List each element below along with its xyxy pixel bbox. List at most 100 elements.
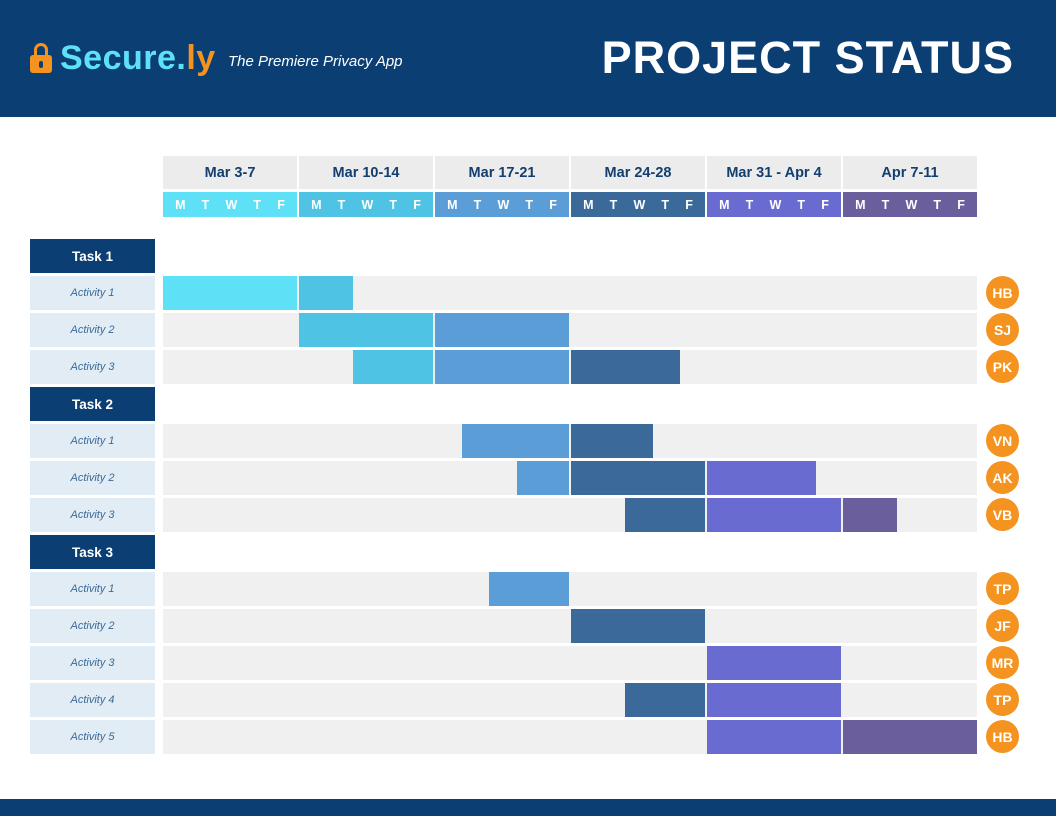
day-label: M	[447, 197, 458, 212]
gantt-bar[interactable]	[516, 461, 569, 495]
day-label: F	[277, 197, 285, 212]
brand-suffix: ly	[186, 38, 216, 77]
gantt-bar[interactable]	[163, 276, 297, 310]
owner-avatar[interactable]: JF	[986, 609, 1019, 642]
gantt-bar[interactable]	[489, 572, 569, 606]
week-header-3: Mar 17-21	[435, 156, 569, 189]
gantt-bar[interactable]	[435, 313, 569, 347]
timeline-track	[163, 572, 977, 606]
day-label: W	[361, 197, 374, 212]
activity-label: Activity 1	[30, 276, 155, 310]
activity-label: Activity 5	[30, 720, 155, 754]
day-label: M	[583, 197, 594, 212]
gantt-bar[interactable]	[462, 424, 569, 458]
day-label: T	[389, 197, 398, 212]
page-footer	[0, 799, 1056, 816]
day-label: M	[175, 197, 186, 212]
day-label: T	[253, 197, 262, 212]
owner-avatar[interactable]: MR	[986, 646, 1019, 679]
day-label: T	[473, 197, 482, 212]
task-header-2[interactable]: Task 2	[30, 387, 155, 421]
activity-label: Activity 2	[30, 609, 155, 643]
day-label: F	[685, 197, 693, 212]
brand-main: Secure.	[60, 38, 187, 77]
day-label: W	[225, 197, 238, 212]
week-header-6: Apr 7-11	[843, 156, 977, 189]
tagline: The Premiere Privacy App	[228, 53, 403, 70]
gantt-bar[interactable]	[707, 498, 841, 532]
gantt-bar[interactable]	[353, 350, 433, 384]
lock-icon	[30, 43, 52, 73]
day-label: T	[797, 197, 806, 212]
owner-avatar[interactable]: TP	[986, 572, 1019, 605]
day-label: F	[413, 197, 421, 212]
activity-label: Activity 3	[30, 646, 155, 680]
gantt-bar[interactable]	[707, 720, 841, 754]
owner-avatar[interactable]: VB	[986, 498, 1019, 531]
owner-avatar[interactable]: AK	[986, 461, 1019, 494]
activity-label: Activity 2	[30, 461, 155, 495]
gantt-bar[interactable]	[707, 646, 841, 680]
gantt-bar[interactable]	[299, 276, 354, 310]
day-label: W	[905, 197, 918, 212]
brand-logo[interactable]: Secure.ly	[30, 36, 216, 80]
day-label: T	[609, 197, 618, 212]
owner-avatar[interactable]: VN	[986, 424, 1019, 457]
day-label: M	[719, 197, 730, 212]
activity-label: Activity 1	[30, 572, 155, 606]
timeline-track	[163, 424, 977, 458]
gantt-bar[interactable]	[571, 350, 680, 384]
gantt-bar[interactable]	[299, 313, 433, 347]
day-label: T	[525, 197, 534, 212]
owner-avatar[interactable]: HB	[986, 276, 1019, 309]
timeline-track	[163, 461, 977, 495]
day-label: M	[311, 197, 322, 212]
gantt-bar[interactable]	[843, 720, 977, 754]
day-label: F	[549, 197, 557, 212]
owner-avatar[interactable]: HB	[986, 720, 1019, 753]
gantt-bar[interactable]	[571, 461, 705, 495]
activity-label: Activity 3	[30, 350, 155, 384]
week-header-4: Mar 24-28	[571, 156, 705, 189]
activity-label: Activity 4	[30, 683, 155, 717]
day-label: W	[497, 197, 510, 212]
day-label: T	[745, 197, 754, 212]
timeline-track	[163, 609, 977, 643]
timeline-track	[163, 313, 977, 347]
gantt-bar[interactable]	[843, 498, 898, 532]
gantt-bar[interactable]	[707, 461, 816, 495]
gantt-bar[interactable]	[571, 609, 705, 643]
week-header-2: Mar 10-14	[299, 156, 433, 189]
activity-label: Activity 2	[30, 313, 155, 347]
task-header-3[interactable]: Task 3	[30, 535, 155, 569]
activity-label: Activity 3	[30, 498, 155, 532]
task-header-1[interactable]: Task 1	[30, 239, 155, 273]
gantt-bar[interactable]	[625, 683, 705, 717]
gantt-bar[interactable]	[707, 683, 841, 717]
page-title: PROJECT STATUS	[601, 32, 1014, 83]
gantt-bar[interactable]	[435, 350, 569, 384]
day-label: T	[337, 197, 346, 212]
day-label: T	[933, 197, 942, 212]
week-header-5: Mar 31 - Apr 4	[707, 156, 841, 189]
page-header: Secure.ly The Premiere Privacy App PROJE…	[0, 0, 1056, 117]
timeline-track	[163, 646, 977, 680]
owner-avatar[interactable]: TP	[986, 683, 1019, 716]
timeline-track	[163, 350, 977, 384]
timeline-track	[163, 276, 977, 310]
owner-avatar[interactable]: PK	[986, 350, 1019, 383]
week-header-1: Mar 3-7	[163, 156, 297, 189]
timeline-track	[163, 720, 977, 754]
day-label: T	[201, 197, 210, 212]
day-label: M	[855, 197, 866, 212]
day-label: F	[821, 197, 829, 212]
day-label: W	[769, 197, 782, 212]
gantt-bar[interactable]	[571, 424, 653, 458]
owner-avatar[interactable]: SJ	[986, 313, 1019, 346]
gantt-bar[interactable]	[625, 498, 705, 532]
